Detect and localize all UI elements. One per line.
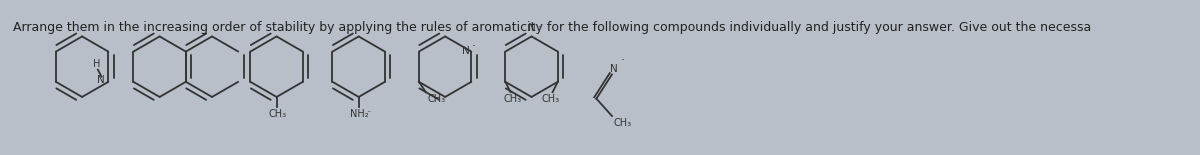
Text: Arrange them in the increasing order of stability by applying the rules of aroma: Arrange them in the increasing order of …: [13, 21, 1091, 34]
Text: CH₃: CH₃: [613, 118, 632, 128]
Text: ··: ··: [366, 108, 372, 117]
Text: ·: ·: [472, 40, 476, 53]
Text: CH₃: CH₃: [503, 94, 521, 104]
Text: H: H: [92, 59, 100, 69]
Text: CH₃: CH₃: [541, 94, 560, 104]
Text: N: N: [528, 23, 535, 33]
Text: ·: ·: [538, 21, 541, 34]
Text: ·: ·: [620, 54, 624, 67]
Text: N: N: [97, 75, 104, 85]
Text: CH₃: CH₃: [427, 94, 445, 104]
Text: N: N: [610, 64, 618, 74]
Text: NH₂: NH₂: [350, 109, 368, 119]
Text: CH₃: CH₃: [269, 109, 287, 119]
Text: N: N: [462, 46, 469, 56]
